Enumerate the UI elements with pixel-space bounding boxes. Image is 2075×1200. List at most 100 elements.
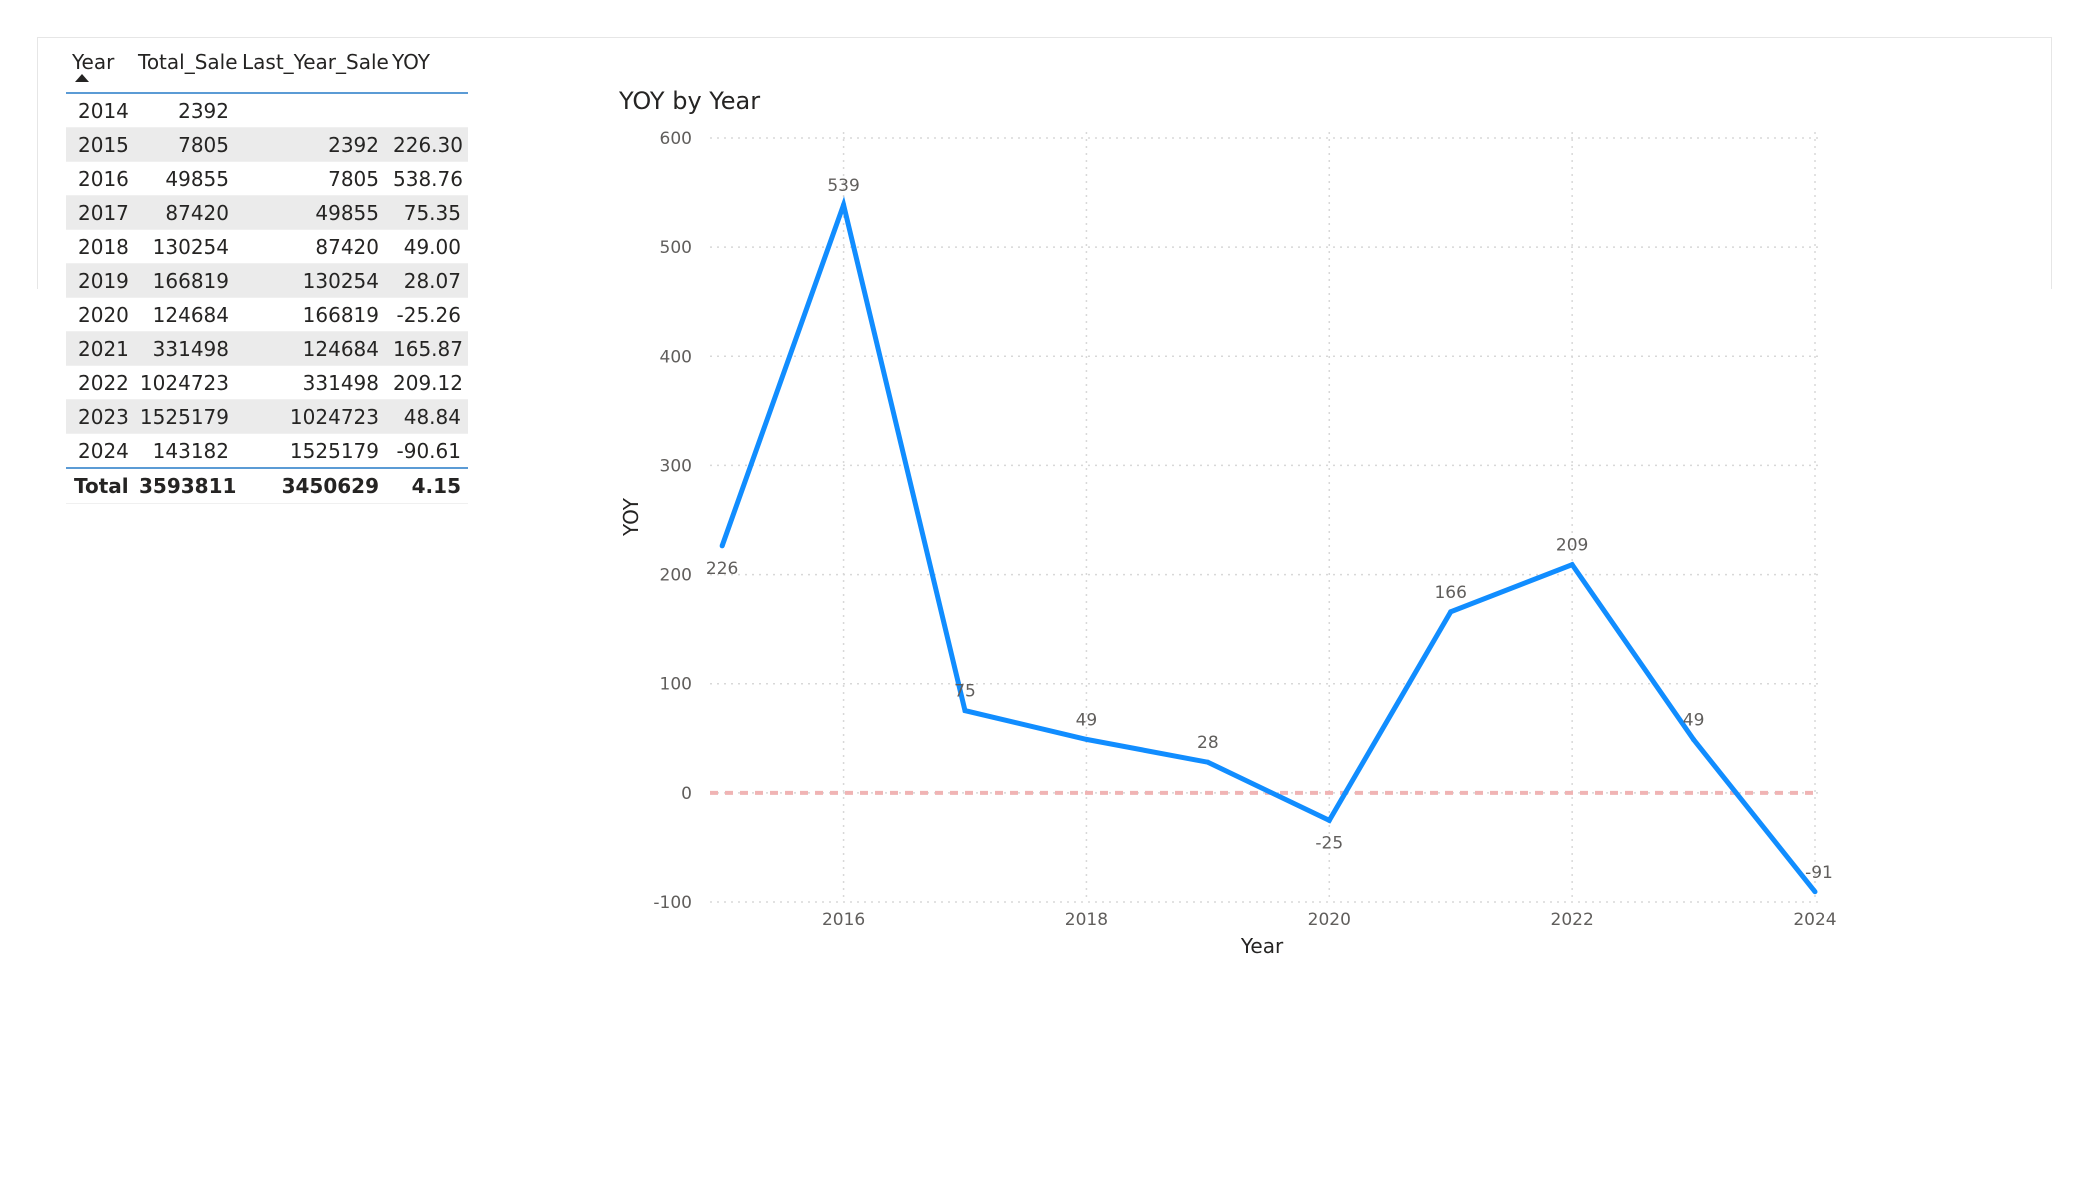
cell-yoy: 165.87 — [386, 331, 468, 366]
y-tick-label: 200 — [660, 566, 692, 586]
cell-total-sale: 130254 — [132, 229, 236, 264]
chart-series[interactable] — [719, 196, 1818, 895]
y-tick-label: 500 — [660, 238, 692, 258]
column-header-year[interactable]: Year — [66, 48, 132, 94]
chart-gridlines — [710, 132, 1820, 903]
cell-year: 2019 — [66, 263, 132, 298]
table-total-row: Total 3593811 3450629 4.15 — [66, 467, 468, 504]
table-header-row: Year Total_Sale Last_Year_Sale YOY — [66, 48, 468, 94]
table-row[interactable]: 2015 7805 2392 226.30 — [66, 127, 468, 162]
cell-total-sale: 166819 — [132, 263, 236, 298]
cell-year: 2020 — [66, 297, 132, 332]
data-label: 226 — [706, 559, 738, 579]
table-row[interactable]: 2023 1525179 1024723 48.84 — [66, 399, 468, 434]
cell-total-sale: 143182 — [132, 433, 236, 469]
cell-last-year-sale: 130254 — [236, 263, 386, 298]
cell-last-year-sale: 1024723 — [236, 399, 386, 434]
data-point[interactable] — [962, 708, 968, 714]
total-label: Total — [66, 467, 132, 504]
column-header-label: Year — [72, 50, 115, 74]
total-yoy-value: 4.15 — [386, 467, 468, 504]
data-label: -91 — [1805, 863, 1833, 883]
table-row[interactable]: 2022 1024723 331498 209.12 — [66, 365, 468, 400]
x-tick-label: 2016 — [822, 910, 865, 930]
data-label: 539 — [827, 176, 859, 196]
table-row[interactable]: 2019 166819 130254 28.07 — [66, 263, 468, 298]
cell-year: 2022 — [66, 365, 132, 400]
data-point[interactable] — [1083, 736, 1089, 742]
cell-last-year-sale: 2392 — [236, 127, 386, 162]
table-row[interactable]: 2018 130254 87420 49.00 — [66, 229, 468, 264]
data-point[interactable] — [1205, 759, 1211, 765]
cell-year: 2023 — [66, 399, 132, 434]
data-point[interactable] — [841, 202, 847, 208]
cell-last-year-sale: 124684 — [236, 331, 386, 366]
cell-yoy: -25.26 — [386, 297, 468, 332]
y-axis-title: YOY — [619, 497, 643, 537]
data-label: 166 — [1434, 583, 1466, 603]
cell-last-year-sale: 7805 — [236, 161, 386, 196]
data-label: -25 — [1315, 833, 1343, 853]
x-tick-label: 2022 — [1551, 910, 1594, 930]
cell-yoy: 28.07 — [386, 263, 468, 298]
table-visual-frame — [37, 37, 506, 289]
sales-table[interactable]: Year Total_Sale Last_Year_Sale YOY 2014 2… — [66, 48, 468, 504]
sort-ascending-icon[interactable] — [75, 74, 89, 82]
data-point[interactable] — [1448, 609, 1454, 615]
chart-visual-frame — [505, 37, 2052, 289]
cell-yoy: 209.12 — [386, 365, 468, 400]
y-tick-label: 400 — [660, 347, 692, 367]
cell-total-sale: 49855 — [132, 161, 236, 196]
table-row[interactable]: 2016 49855 7805 538.76 — [66, 161, 468, 196]
data-label: 75 — [954, 682, 976, 702]
table-row[interactable]: 2017 87420 49855 75.35 — [66, 195, 468, 230]
cell-yoy — [386, 93, 468, 128]
column-header-total-sale[interactable]: Total_Sale — [132, 48, 238, 94]
chart-data-labels: 226 539 75 49 28 -25 166 209 49 -91 — [706, 176, 1833, 883]
column-header-yoy[interactable]: YOY — [386, 48, 468, 94]
cell-yoy: 226.30 — [386, 127, 468, 162]
cell-total-sale: 1024723 — [132, 365, 236, 400]
cell-yoy: 75.35 — [386, 195, 468, 230]
cell-year: 2021 — [66, 331, 132, 366]
data-point[interactable] — [1569, 562, 1575, 568]
table-row[interactable]: 2014 2392 — [66, 93, 468, 128]
data-point[interactable] — [1691, 737, 1697, 743]
cell-yoy: 49.00 — [386, 229, 468, 264]
y-tick-label: 100 — [660, 675, 692, 695]
cell-last-year-sale — [236, 93, 386, 128]
cell-total-sale: 2392 — [132, 93, 236, 128]
x-tick-label: 2024 — [1793, 910, 1836, 930]
cell-last-year-sale: 1525179 — [236, 433, 386, 469]
data-point[interactable] — [1326, 817, 1332, 823]
cell-yoy: -90.61 — [386, 433, 468, 469]
table-row[interactable]: 2021 331498 124684 165.87 — [66, 331, 468, 366]
data-label: 209 — [1556, 536, 1588, 556]
y-tick-label: -100 — [653, 893, 692, 913]
yoy-series-line[interactable] — [719, 196, 1817, 894]
cell-yoy: 48.84 — [386, 399, 468, 434]
y-tick-label: 0 — [681, 784, 692, 804]
cell-year: 2015 — [66, 127, 132, 162]
x-axis-title: Year — [1240, 934, 1284, 958]
data-label: 28 — [1197, 733, 1219, 753]
cell-year: 2017 — [66, 195, 132, 230]
data-label: 49 — [1076, 710, 1098, 730]
x-axis-ticks: 2016 2018 2020 2022 2024 — [822, 910, 1837, 930]
cell-year: 2014 — [66, 93, 132, 128]
data-point[interactable] — [1812, 889, 1818, 895]
table-row[interactable]: 2024 143182 1525179 -90.61 — [66, 433, 468, 469]
cell-last-year-sale: 166819 — [236, 297, 386, 332]
x-tick-label: 2020 — [1308, 910, 1351, 930]
cell-total-sale: 7805 — [132, 127, 236, 162]
y-axis-ticks: -100 0 100 200 300 400 500 600 — [653, 129, 692, 913]
cell-yoy: 538.76 — [386, 161, 468, 196]
cell-total-sale: 331498 — [132, 331, 236, 366]
column-header-last-year-sale[interactable]: Last_Year_Sale — [236, 48, 389, 94]
table-row[interactable]: 2020 124684 166819 -25.26 — [66, 297, 468, 332]
total-sale-value: 3593811 — [132, 467, 236, 504]
data-point[interactable] — [719, 543, 725, 549]
cell-last-year-sale: 87420 — [236, 229, 386, 264]
